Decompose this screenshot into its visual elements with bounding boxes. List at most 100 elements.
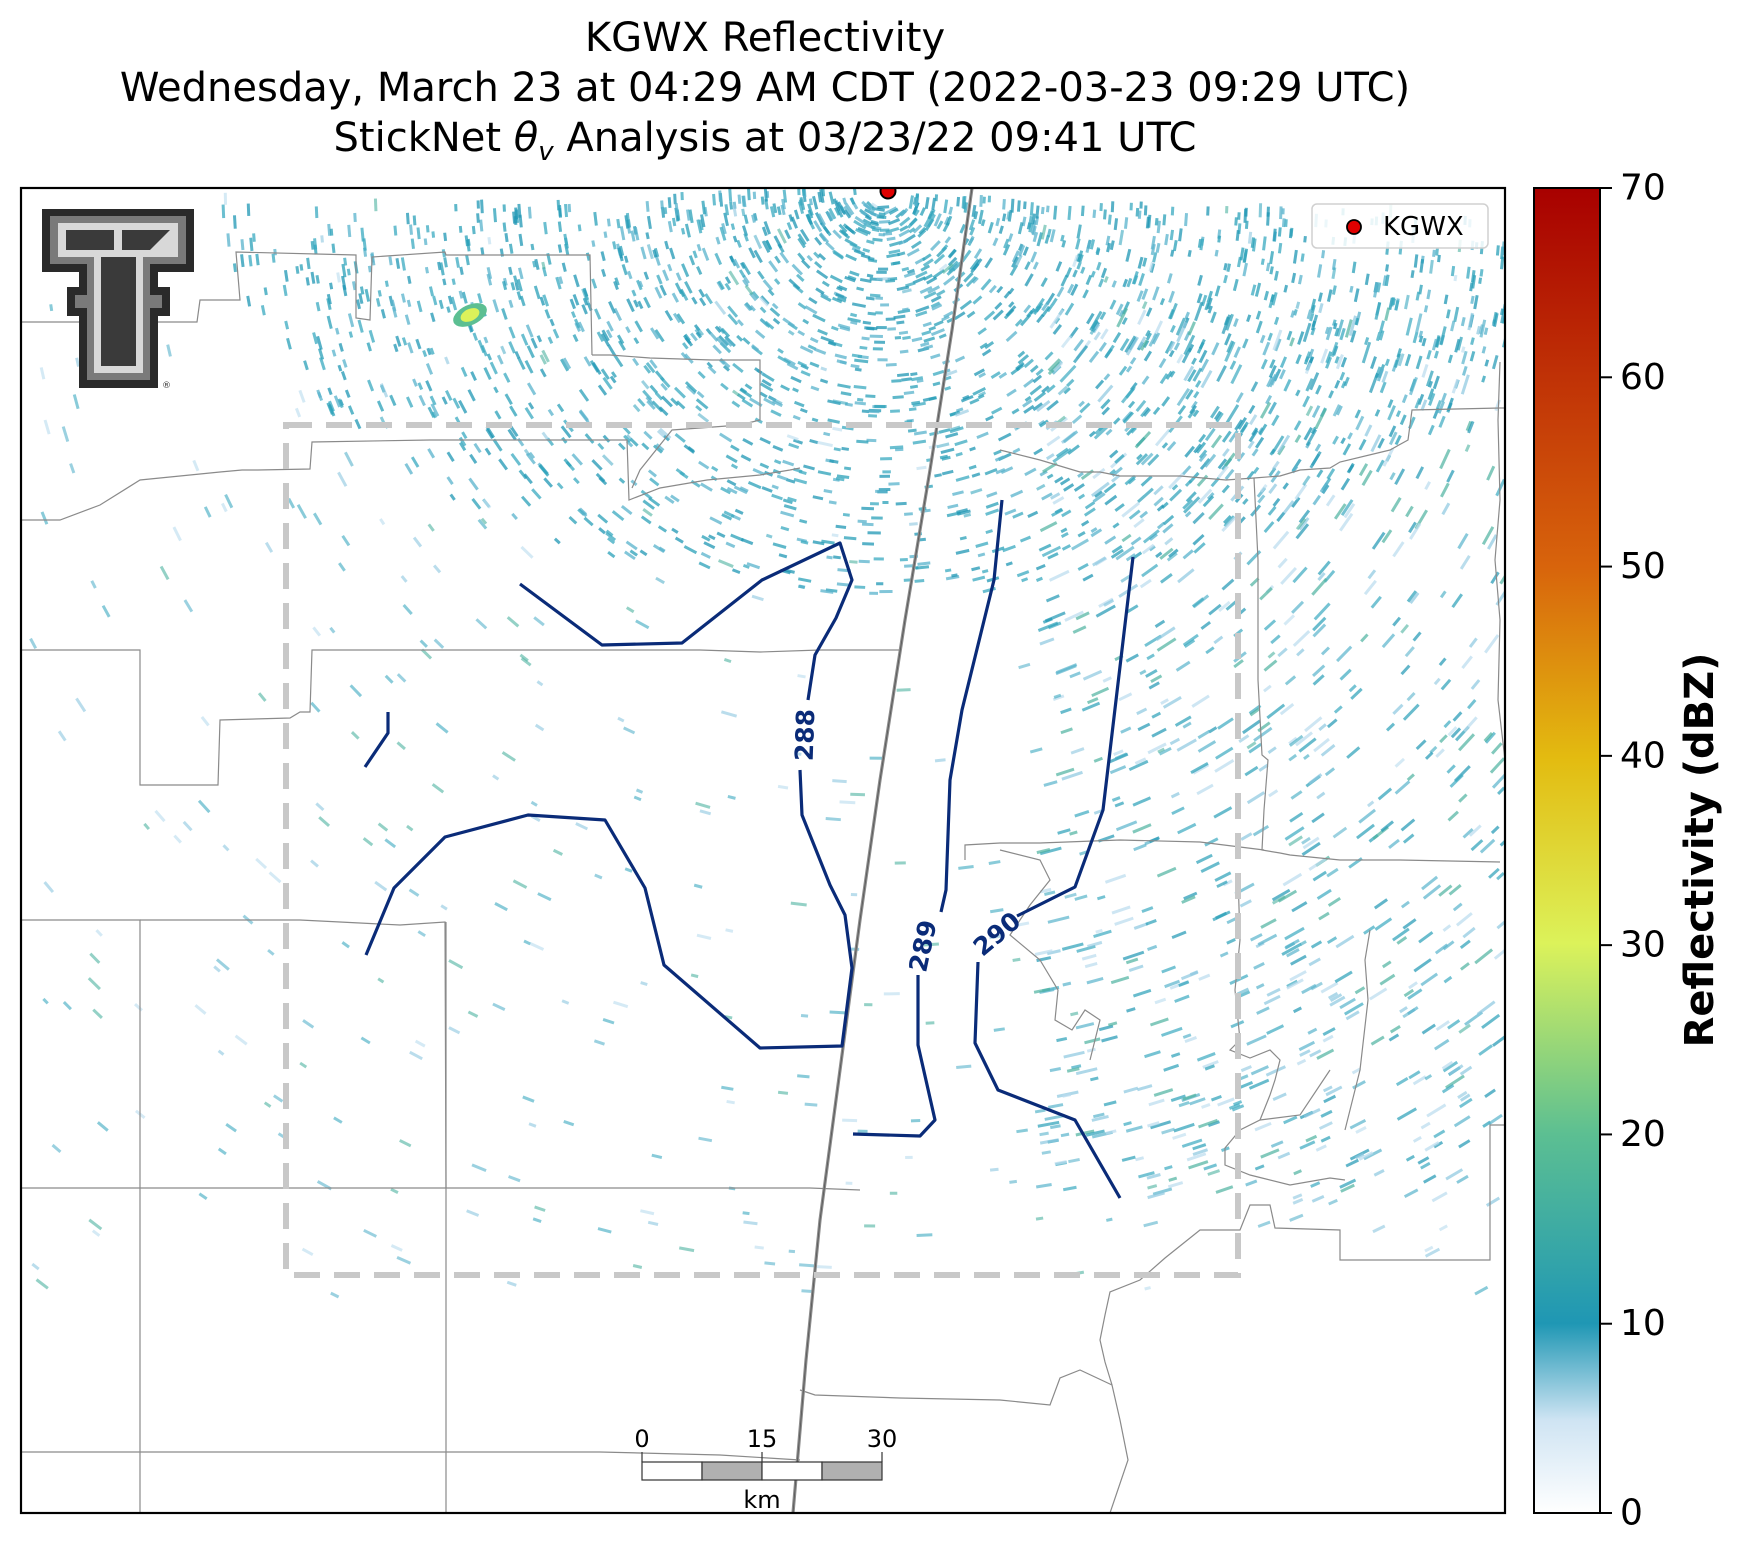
echo-gate	[1464, 444, 1471, 453]
echo-gate	[956, 1064, 972, 1069]
echo-gate	[1387, 405, 1396, 421]
echo-gate	[664, 495, 675, 504]
echo-gate	[883, 231, 893, 236]
echo-gate	[1029, 384, 1043, 396]
echo-gate	[888, 207, 899, 215]
colorbar-tick-label: 30	[1620, 925, 1666, 966]
echo-gate	[835, 477, 845, 482]
echo-gate	[640, 981, 648, 986]
echo-gate	[493, 386, 499, 394]
contour-289-lower	[852, 975, 937, 1138]
echo-gate	[1198, 452, 1208, 463]
echo-gate	[1107, 214, 1112, 225]
echo-gate	[1144, 1286, 1151, 1291]
echo-gate	[1139, 669, 1147, 676]
echo-gate	[920, 341, 930, 347]
echo-gate	[553, 537, 561, 545]
echo-gate	[1396, 936, 1408, 945]
echo-gate	[890, 409, 900, 413]
echo-gate	[1242, 262, 1248, 277]
echo-gate	[1161, 442, 1169, 449]
echo-gate	[255, 253, 260, 266]
echo-gate	[1303, 1108, 1321, 1119]
echo-gate	[1363, 579, 1377, 596]
echo-gate	[893, 314, 906, 320]
echo-gate	[1221, 430, 1232, 443]
echo-gate	[310, 859, 319, 868]
echo-gate	[1198, 433, 1207, 443]
echo-gate	[1094, 490, 1103, 498]
echo-gate	[679, 471, 689, 480]
echo-gate	[1008, 301, 1015, 308]
echo-gate	[1106, 242, 1112, 253]
echo-gate	[605, 329, 613, 339]
echo-gate	[504, 232, 509, 243]
echo-gate	[477, 293, 483, 304]
echo-gate	[1223, 515, 1236, 528]
echo-gate	[1371, 531, 1386, 550]
echo-gate	[1141, 288, 1149, 300]
echo-gate	[1237, 417, 1247, 430]
contour-289-upper	[939, 499, 1004, 913]
echo-gate	[850, 893, 858, 897]
echo-gate	[1092, 492, 1106, 503]
echo-gate	[1269, 251, 1275, 265]
echo-gate	[1451, 378, 1460, 394]
echo-gate	[433, 638, 445, 649]
echo-gate	[907, 428, 917, 433]
echo-gate	[1105, 1129, 1117, 1135]
echo-gate	[1308, 957, 1321, 967]
echo-gate	[1492, 1034, 1505, 1047]
echo-gate	[1150, 674, 1163, 684]
echo-gate	[1355, 415, 1365, 431]
echo-gate	[1460, 374, 1470, 395]
echo-gate	[1136, 453, 1143, 461]
echo-gate	[1282, 872, 1303, 887]
echo-gate	[793, 209, 800, 220]
echo-gate	[667, 197, 672, 209]
echo-gate	[526, 382, 537, 396]
echo-gate	[255, 857, 268, 870]
echo-gate	[639, 549, 648, 557]
echo-gate	[1239, 421, 1249, 434]
echo-gate	[1295, 731, 1313, 747]
echo-gate	[1141, 543, 1155, 555]
echo-gate	[942, 222, 950, 233]
echo-gate	[1361, 469, 1373, 486]
echo-gate	[772, 542, 787, 549]
echo-gate	[1075, 1067, 1098, 1076]
echo-gate	[508, 341, 516, 354]
echo-gate	[1355, 1152, 1365, 1160]
echo-gate	[510, 452, 522, 466]
echo-gate	[831, 296, 843, 304]
echo-gate	[1269, 266, 1274, 275]
echo-gate	[797, 252, 806, 262]
echo-gate	[817, 328, 828, 336]
echo-gate	[1052, 448, 1072, 464]
echo-gate	[1113, 417, 1121, 425]
echo-gate	[1062, 430, 1079, 444]
echo-gate	[1199, 358, 1209, 373]
echo-gate	[1424, 1074, 1433, 1081]
echo-gate	[1161, 1127, 1176, 1135]
echo-gate	[1246, 741, 1257, 750]
echo-gate	[1123, 1121, 1132, 1127]
echo-gate	[1210, 434, 1223, 449]
echo-gate	[541, 431, 551, 442]
echo-gate	[518, 214, 523, 228]
echo-gate	[934, 758, 946, 763]
echo-gate	[777, 348, 784, 354]
echo-gate	[601, 329, 610, 342]
echo-gate	[360, 1036, 371, 1045]
echo-gate	[406, 299, 412, 308]
echo-gate	[1424, 1141, 1440, 1152]
echo-gate	[1417, 1156, 1430, 1165]
echo-gate	[1187, 321, 1196, 336]
echo-gate	[556, 403, 565, 413]
echo-gate	[1263, 290, 1269, 301]
echo-gate	[1252, 824, 1270, 837]
echo-gate	[753, 212, 758, 221]
echo-gate	[1045, 205, 1050, 213]
echo-gate	[872, 347, 883, 351]
echo-gate	[978, 372, 986, 379]
